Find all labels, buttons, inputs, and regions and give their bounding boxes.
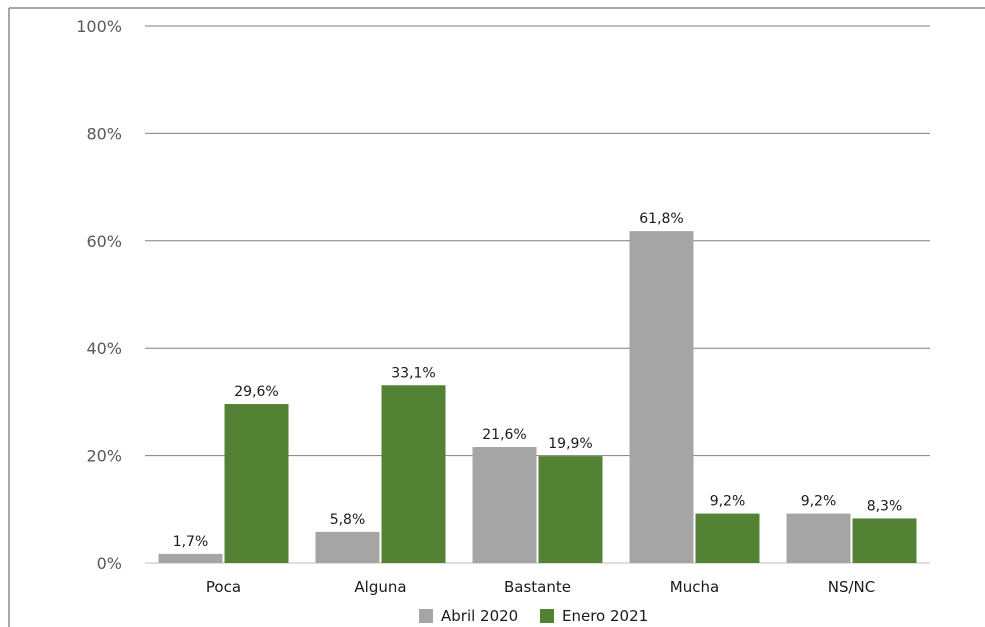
x-axis-labels: Poca Alguna Bastante Mucha NS/NC: [206, 578, 875, 596]
legend-swatch: [419, 609, 433, 623]
data-label: 1,7%: [173, 534, 209, 550]
x-tick-label: Alguna: [354, 578, 406, 596]
legend-swatch: [540, 609, 554, 623]
legend: Abril 2020 Enero 2021: [419, 607, 648, 625]
x-tick-label: Bastante: [504, 578, 571, 596]
y-tick-label: 80%: [86, 124, 122, 143]
bar: [852, 518, 917, 563]
x-tick-label: Mucha: [670, 578, 719, 596]
y-axis-ticks: 0% 20% 40% 60% 80% 100%: [76, 17, 122, 573]
data-labels: 1,7% 29,6% 5,8% 33,1% 21,6% 19,9% 61,8% 9,2% 9,2…: [173, 211, 903, 550]
legend-label: Abril 2020: [441, 607, 518, 625]
y-tick-label: 60%: [86, 232, 122, 251]
data-label: 61,8%: [639, 211, 683, 227]
legend-label: Enero 2021: [562, 607, 648, 625]
data-label: 19,9%: [548, 436, 592, 452]
x-tick-label: Poca: [206, 578, 241, 596]
bar: [538, 456, 603, 563]
bars: [158, 231, 917, 563]
data-label: 33,1%: [391, 365, 435, 381]
bar: [629, 231, 694, 563]
bar: [381, 385, 446, 563]
bar: [158, 553, 223, 563]
data-label: 5,8%: [330, 512, 366, 528]
bar: [695, 513, 760, 563]
data-label: 29,6%: [234, 384, 278, 400]
y-tick-label: 40%: [86, 339, 122, 358]
data-label: 9,2%: [710, 494, 746, 510]
y-tick-label: 100%: [76, 17, 122, 36]
data-label: 9,2%: [801, 494, 837, 510]
x-tick-label: NS/NC: [828, 578, 876, 596]
bar: [315, 531, 380, 563]
y-tick-label: 0%: [97, 554, 122, 573]
bar: [786, 513, 851, 563]
data-label: 8,3%: [867, 498, 903, 514]
data-label: 21,6%: [482, 427, 526, 443]
bar: [224, 404, 289, 563]
y-tick-label: 20%: [86, 447, 122, 466]
bar: [472, 447, 537, 563]
